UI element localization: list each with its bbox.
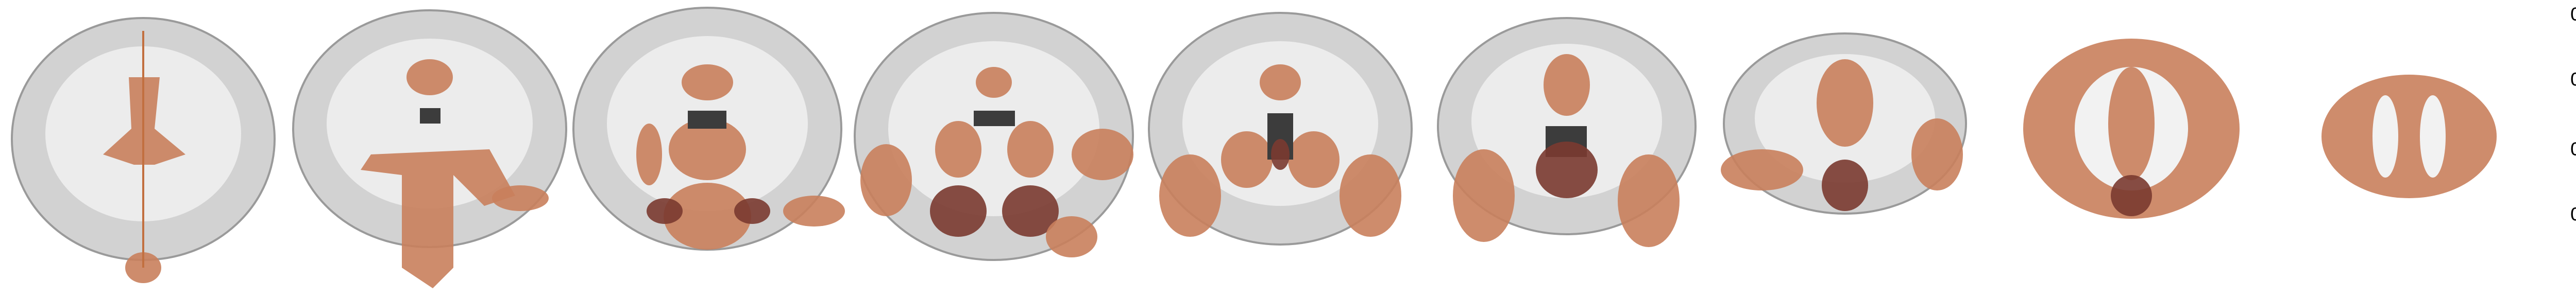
tick-label: 0.57 [2570,5,2576,25]
slice [2321,75,2497,198]
tick-label: 0.28 [2570,140,2576,160]
tick-label: 0.14 [2570,204,2576,225]
slice [1721,32,1967,215]
slice [2023,39,2240,219]
slice [11,17,276,283]
brain-slices [11,7,2497,288]
slice [572,7,845,251]
tick-label: 0.43 [2570,69,2576,90]
slice [1437,17,1697,247]
colorbar: 00.140.280.430.57 [2570,5,2576,225]
slice [292,9,567,288]
slice [1148,12,1413,246]
slice [854,12,1134,261]
